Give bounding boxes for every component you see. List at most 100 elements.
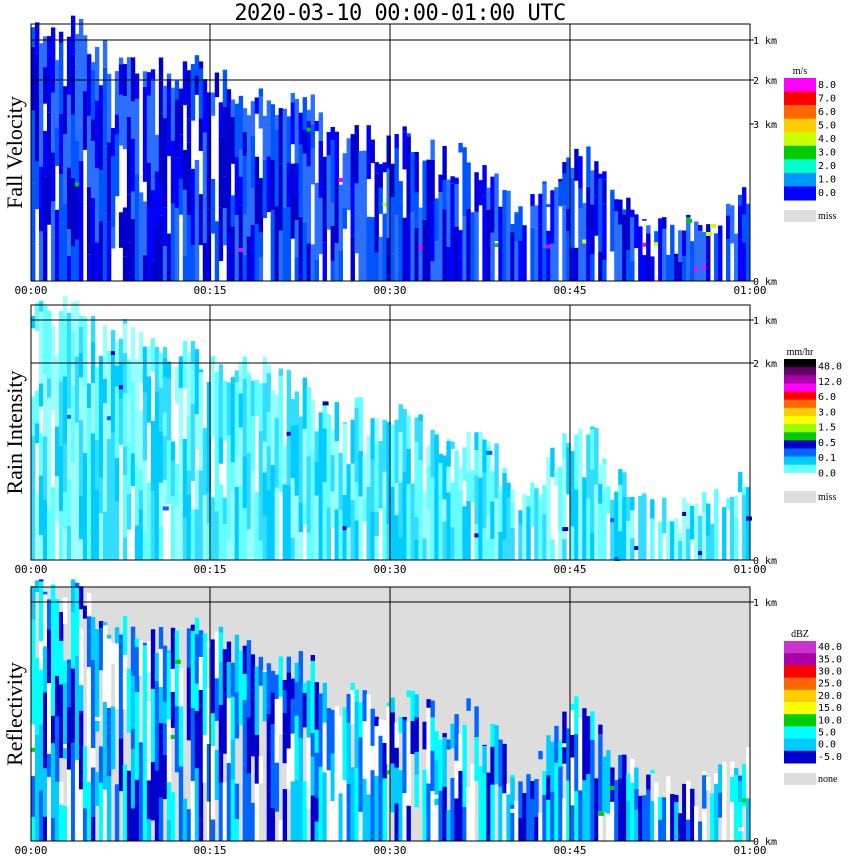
data-cell — [654, 231, 659, 243]
data-cell — [350, 174, 355, 216]
data-cell — [498, 786, 503, 841]
data-cell — [494, 498, 499, 560]
data-cell — [426, 159, 431, 207]
colorbar-swatch — [784, 726, 816, 740]
data-cell — [698, 515, 703, 560]
data-cell — [306, 243, 312, 281]
data-cell — [290, 425, 296, 479]
colorbar-swatch — [784, 464, 816, 474]
data-cell — [198, 61, 204, 69]
data-speck — [486, 450, 493, 455]
data-cell — [86, 781, 92, 841]
data-cell — [130, 729, 136, 750]
data-cell — [126, 116, 132, 195]
data-cell — [238, 95, 244, 150]
data-cell — [338, 767, 343, 794]
colorbar-label: 10.0 — [818, 715, 842, 726]
data-cell — [246, 371, 252, 375]
data-cell — [274, 206, 280, 281]
data-cell — [382, 720, 387, 744]
data-cell — [482, 744, 487, 746]
data-cell — [334, 178, 339, 244]
data-cell — [246, 642, 252, 718]
data-cell — [606, 486, 611, 514]
colorbar-label: 6.0 — [818, 107, 836, 118]
data-cell — [154, 745, 160, 771]
x-tick-label: 00:15 — [193, 563, 226, 576]
data-cell — [442, 786, 447, 841]
data-cell — [210, 819, 216, 841]
data-cell — [254, 670, 260, 735]
data-cell — [322, 242, 327, 281]
plot-frame — [30, 586, 751, 842]
data-cell — [598, 503, 603, 560]
data-cell — [598, 483, 603, 504]
data-cell — [134, 359, 140, 390]
data-cell — [430, 159, 435, 203]
data-cell — [630, 209, 635, 218]
data-speck — [170, 735, 177, 740]
data-cell — [190, 708, 196, 781]
data-cell — [106, 438, 112, 512]
data-cell — [358, 150, 363, 216]
data-cell — [614, 237, 619, 281]
data-cell — [622, 209, 627, 215]
data-cell — [34, 580, 40, 593]
colorbar-label: 1.0 — [818, 175, 836, 186]
data-cell — [102, 146, 108, 214]
data-cell — [554, 725, 559, 763]
data-cell — [170, 792, 176, 841]
data-speck — [306, 127, 313, 132]
data-cell — [250, 381, 256, 417]
data-cell — [230, 383, 236, 463]
data-cell — [390, 253, 395, 281]
data-cell — [106, 707, 112, 777]
data-cell — [370, 139, 375, 164]
data-cell — [430, 700, 435, 718]
data-cell — [498, 206, 503, 210]
data-cell — [486, 445, 491, 517]
data-cell — [222, 497, 228, 525]
data-cell — [510, 231, 515, 281]
data-speck — [338, 178, 345, 183]
data-cell — [582, 714, 587, 781]
data-cell — [358, 397, 363, 452]
data-cell — [366, 126, 371, 179]
data-cell — [110, 355, 116, 433]
data-cell — [186, 667, 192, 741]
colorbar-label: -5.0 — [818, 752, 842, 763]
data-cell — [454, 184, 459, 227]
data-speck — [74, 182, 81, 187]
data-cell — [54, 60, 60, 128]
data-cell — [714, 499, 719, 560]
data-cell — [298, 673, 304, 738]
data-speck — [110, 351, 117, 356]
data-cell — [194, 211, 200, 281]
data-cell — [250, 101, 256, 136]
data-cell — [438, 238, 443, 281]
data-cell — [522, 813, 527, 841]
data-cell — [182, 798, 188, 841]
y-tick-label: 0 km — [753, 837, 777, 848]
data-cell — [414, 517, 419, 540]
colorbar-swatch — [784, 689, 816, 703]
data-cell — [542, 247, 547, 281]
data-cell — [270, 104, 276, 160]
data-cell — [438, 790, 443, 841]
data-cell — [306, 456, 312, 533]
data-cell — [310, 148, 315, 185]
data-cell — [118, 678, 124, 739]
data-cell — [438, 174, 443, 193]
data-cell — [282, 690, 288, 713]
data-cell — [90, 748, 96, 768]
data-cell — [378, 187, 383, 214]
data-cell — [458, 770, 463, 841]
data-cell — [70, 511, 76, 560]
data-cell — [618, 224, 623, 281]
data-cell — [462, 216, 467, 261]
data-cell — [250, 188, 256, 225]
data-cell — [174, 80, 180, 100]
data-cell — [118, 57, 124, 65]
data-cell — [366, 694, 371, 717]
data-cell — [114, 643, 120, 710]
